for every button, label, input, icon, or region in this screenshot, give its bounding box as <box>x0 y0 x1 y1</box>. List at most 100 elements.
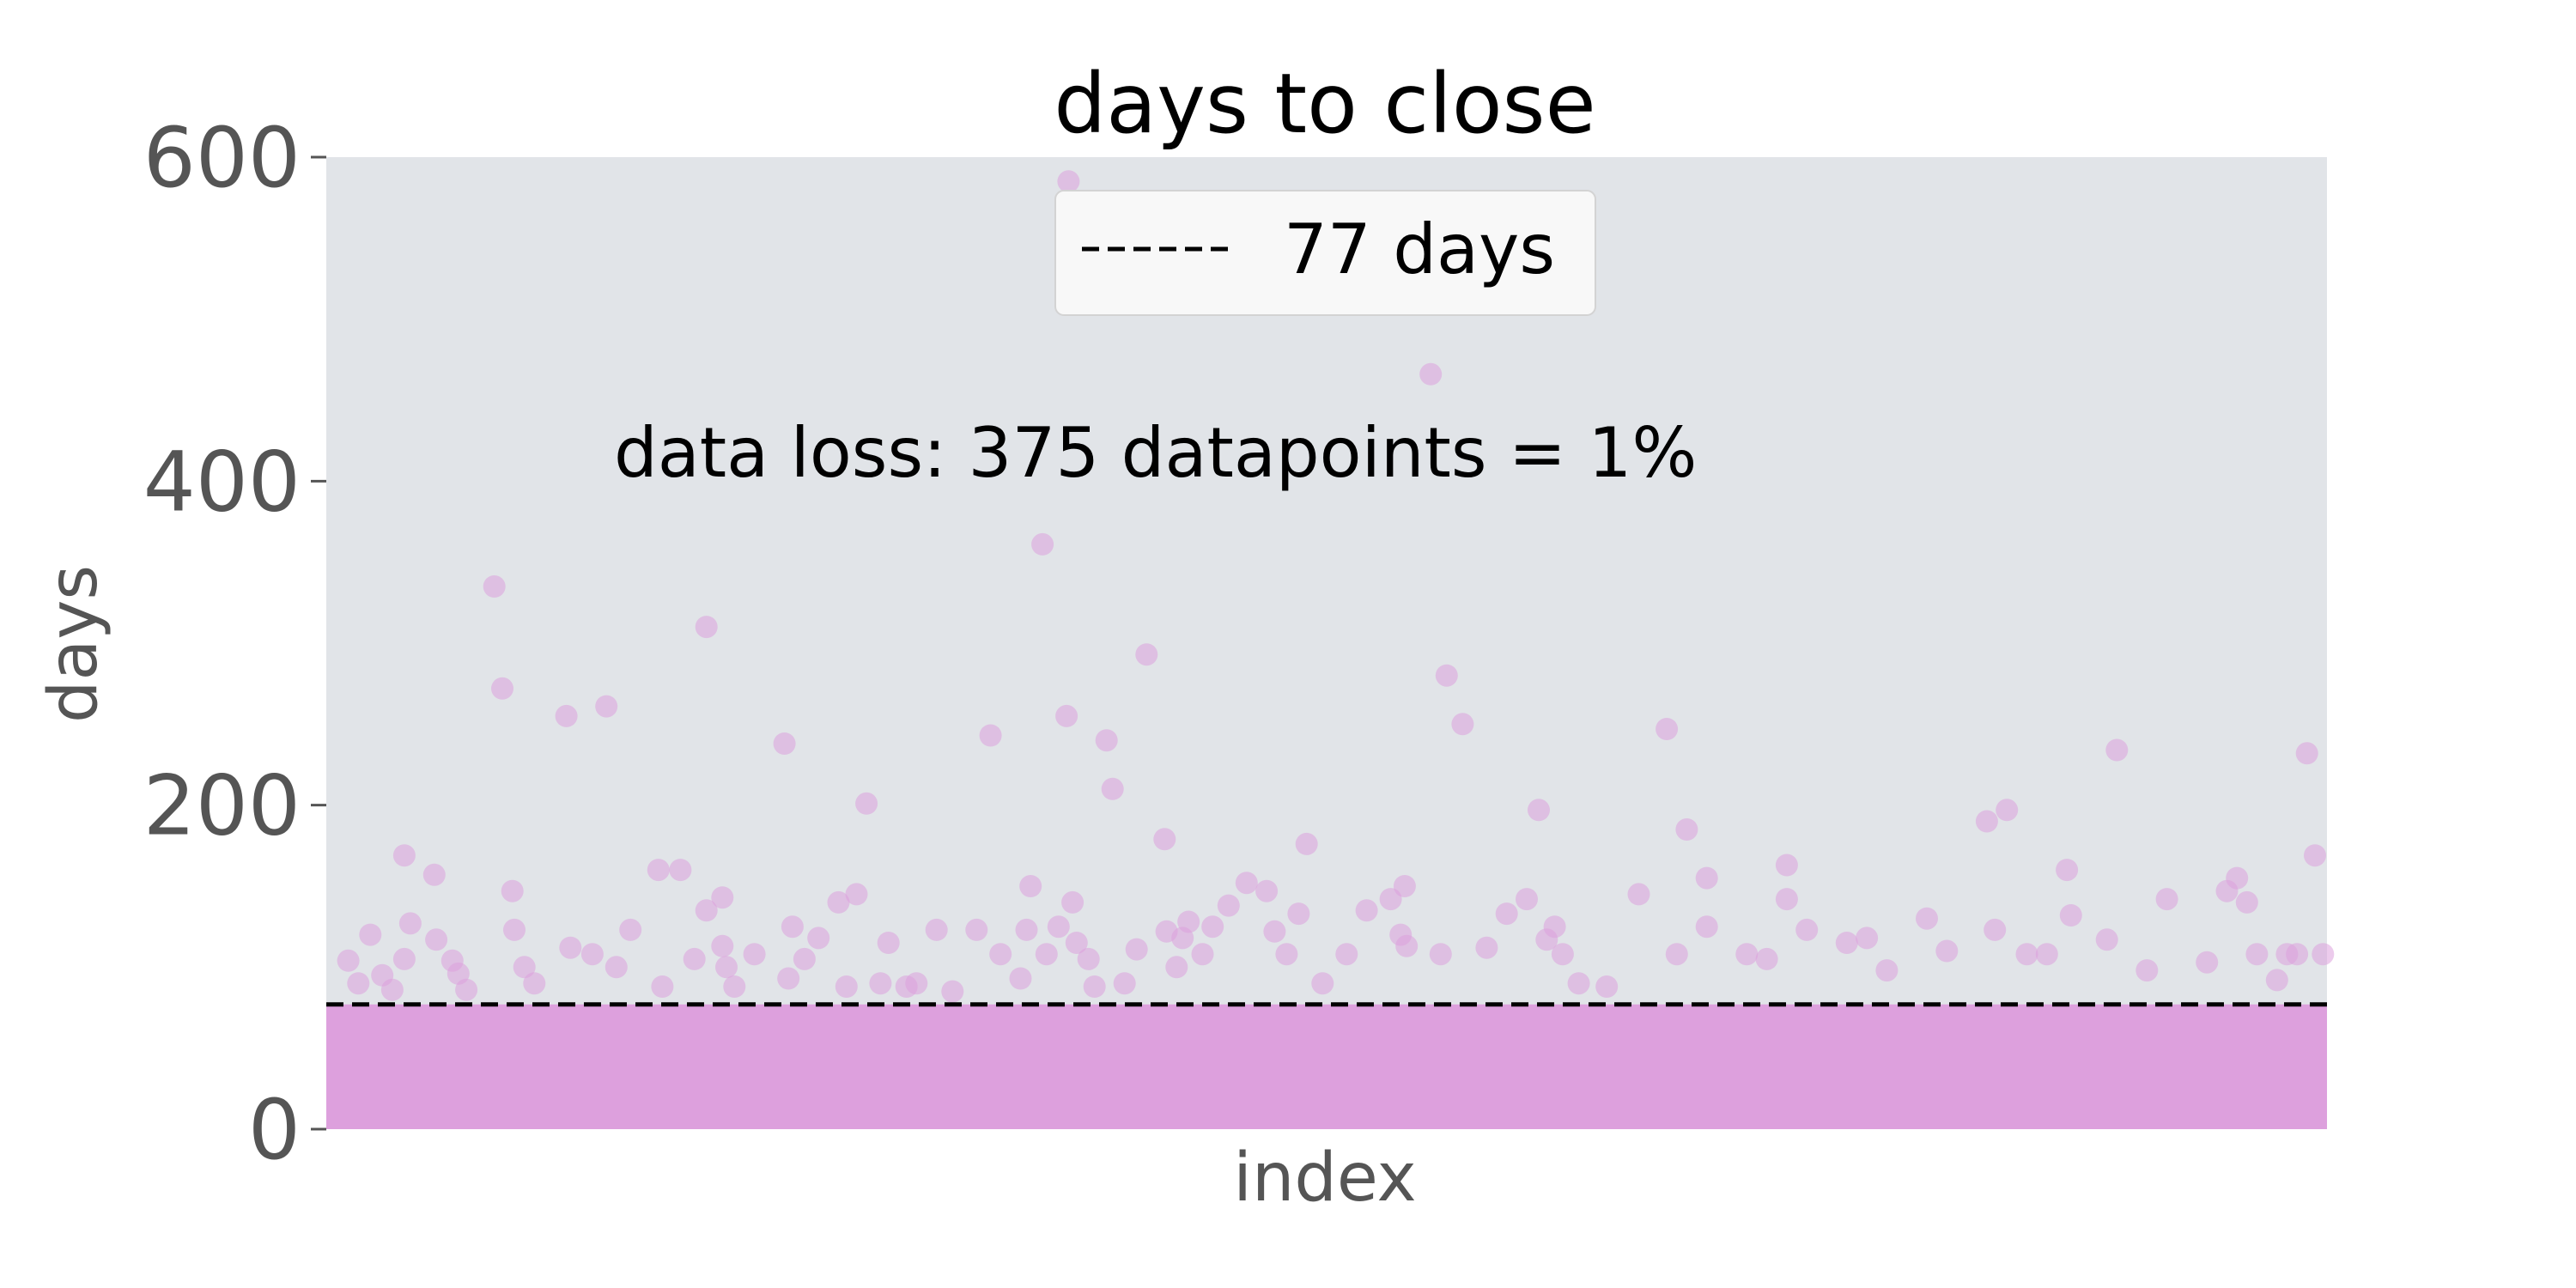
scatter-point <box>392 844 416 867</box>
scatter-point <box>1255 879 1279 902</box>
scatter-point <box>619 918 642 941</box>
scatter-point <box>2035 943 2058 966</box>
scatter-point <box>1551 943 1574 966</box>
scatter-point <box>989 943 1012 966</box>
scatter-point <box>669 859 692 882</box>
scatter-point <box>941 980 964 1003</box>
scatter-point <box>1595 975 1619 998</box>
scatter-point <box>1135 643 1158 666</box>
scatter-point <box>503 918 526 941</box>
scatter-point <box>711 886 734 909</box>
scatter-point <box>1165 956 1188 979</box>
scatter-point <box>359 923 382 946</box>
dense-band <box>326 1004 2327 1129</box>
scatter-point <box>683 947 706 970</box>
scatter-point <box>1935 939 1959 963</box>
scatter-point <box>1795 918 1819 941</box>
scatter-point <box>1516 888 1538 911</box>
scatter-point <box>1451 713 1474 736</box>
scatter-points <box>337 170 2335 1003</box>
scatter-point <box>380 978 404 1001</box>
scatter-point <box>647 859 670 882</box>
legend-box <box>1054 190 1596 316</box>
scatter-point <box>2245 943 2269 966</box>
scatter-point <box>2312 943 2335 966</box>
scatter-point <box>595 695 618 718</box>
scatter-point <box>1656 718 1679 740</box>
scatter-point <box>925 918 948 941</box>
scatter-point <box>2265 969 2288 992</box>
scatter-point <box>2155 888 2178 911</box>
scatter-point <box>1379 888 1402 911</box>
scatter-point <box>1419 362 1443 386</box>
scatter-point <box>1355 899 1378 922</box>
scatter-point <box>1835 932 1858 954</box>
scatter-point <box>723 975 746 998</box>
scatter-point <box>793 947 816 970</box>
scatter-point <box>2286 943 2309 966</box>
scatter-point <box>1095 729 1118 752</box>
scatter-point <box>1287 902 1310 926</box>
scatter-point <box>1031 532 1054 556</box>
scatter-point <box>392 947 416 970</box>
scatter-point <box>2226 866 2249 890</box>
scatter-point <box>523 972 546 995</box>
scatter-point <box>1015 918 1038 941</box>
scatter-point <box>580 943 604 966</box>
data-loss-annotation: data loss: 375 datapoints = 1% <box>614 413 1697 493</box>
y-axis: 0 200 400 600 <box>143 110 326 1178</box>
y-tick-label: 600 <box>143 110 301 206</box>
scatter-point <box>845 883 868 906</box>
plot-area <box>326 157 2327 1129</box>
scatter-point <box>651 975 674 998</box>
scatter-point <box>422 863 446 886</box>
scatter-point <box>979 724 1002 747</box>
scatter-point <box>781 915 804 939</box>
scatter-point <box>1675 818 1698 841</box>
scatter-point <box>695 899 718 922</box>
scatter-point <box>1856 927 1879 950</box>
scatter-point <box>1035 943 1058 966</box>
scatter-point <box>2136 959 2159 982</box>
scatter-point <box>1875 959 1899 982</box>
scatter-point <box>1567 972 1590 995</box>
scatter-point <box>347 972 370 995</box>
scatter-point <box>1065 932 1088 954</box>
scatter-point <box>1153 828 1176 851</box>
scatter-point <box>1665 943 1688 966</box>
scatter-point <box>1775 854 1798 877</box>
scatter-point <box>1009 967 1032 990</box>
scatter-point <box>2059 904 2082 927</box>
scatter-point <box>827 890 850 914</box>
scatter-point <box>1627 883 1650 906</box>
scatter-point <box>715 956 738 979</box>
scatter-point <box>1435 664 1458 687</box>
dense-point-band <box>326 1004 2327 1129</box>
scatter-point <box>1775 888 1798 911</box>
scatter-point <box>1311 972 1334 995</box>
scatter-point <box>559 936 582 959</box>
scatter-point <box>1083 975 1106 998</box>
y-tick-label: 0 <box>248 1082 301 1178</box>
scatter-point <box>1429 943 1452 966</box>
scatter-point <box>2095 928 2118 951</box>
scatter-point <box>2295 742 2318 765</box>
scatter-point <box>491 677 513 700</box>
scatter-point <box>1047 915 1070 939</box>
scatter-point <box>337 949 360 972</box>
scatter-point <box>1191 943 1214 966</box>
scatter-point <box>1395 934 1419 957</box>
scatter-point <box>869 972 892 995</box>
legend-label: 77 days <box>1284 210 1555 289</box>
scatter-point <box>905 972 928 995</box>
scatter-point <box>2105 738 2129 762</box>
scatter-point <box>1101 777 1124 800</box>
scatter-point <box>777 967 800 990</box>
scatter-point <box>2015 943 2038 966</box>
scatter-point <box>695 616 718 639</box>
y-tick-label: 200 <box>143 758 301 854</box>
scatter-point <box>1393 875 1416 897</box>
scatter-point <box>483 575 506 598</box>
scatter-point <box>711 934 734 957</box>
